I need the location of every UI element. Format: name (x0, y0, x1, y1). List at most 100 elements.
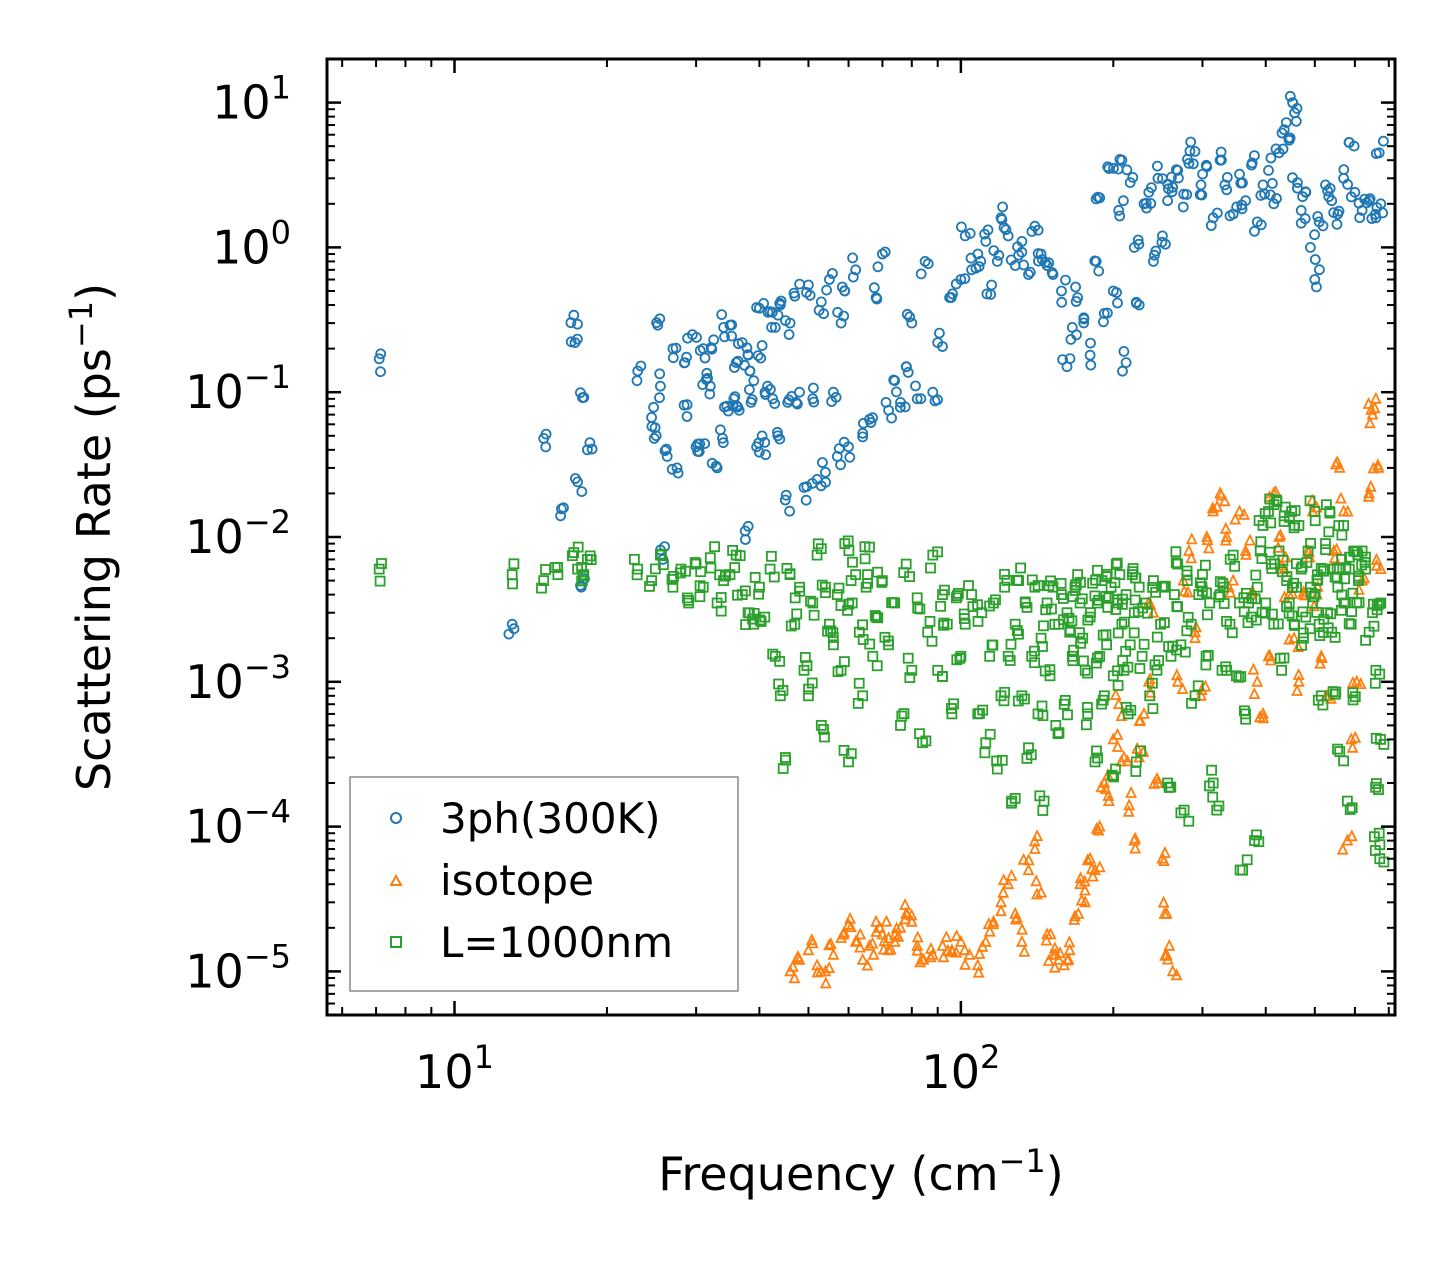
data-point-circle (1295, 204, 1307, 216)
data-point-square (681, 592, 693, 604)
data-point-circle (678, 357, 690, 369)
data-point-square (1134, 663, 1146, 674)
data-point-square (1213, 800, 1225, 812)
data-point-triangle (884, 942, 897, 955)
data-point-circle (741, 342, 753, 354)
data-point-triangle (1157, 895, 1170, 908)
data-point-square (1202, 609, 1213, 621)
data-point-triangle (914, 955, 927, 968)
data-point-square (1373, 784, 1384, 795)
x-tick-label: 102 (921, 1038, 1000, 1099)
data-point-square (732, 589, 743, 601)
data-point-circle (830, 391, 842, 403)
data-point-square (1032, 580, 1044, 591)
legend-entry-isotope: isotope (389, 856, 594, 905)
data-point-circle (937, 341, 948, 352)
data-point-circle (1085, 337, 1096, 349)
data-point-square (1101, 568, 1113, 580)
data-point-square (879, 631, 891, 643)
data-point-triangle (877, 942, 890, 955)
data-point-triangle (844, 920, 857, 933)
data-point-square (842, 605, 853, 616)
data-point-triangle (940, 930, 953, 943)
data-point-square (1055, 578, 1067, 589)
data-point-square (1336, 604, 1347, 616)
data-point-circle (1032, 224, 1044, 236)
data-point-square (1142, 607, 1153, 619)
data-point-triangle (1219, 533, 1232, 546)
data-point-square (1224, 553, 1236, 565)
data-point-circle (1211, 207, 1223, 219)
data-point-square (1338, 755, 1349, 767)
legend-entry-boundary: L=1000nm (390, 918, 673, 967)
data-point-square (1378, 856, 1390, 868)
data-point-square (1147, 703, 1159, 714)
data-point-triangle (905, 914, 918, 927)
data-point-circle (835, 459, 846, 471)
data-point-square (979, 747, 991, 759)
data-point-square (1156, 580, 1168, 592)
data-point-circle (700, 374, 712, 385)
data-point-circle (1039, 256, 1051, 268)
data-point-square (705, 562, 717, 574)
data-point-circle (654, 368, 666, 380)
data-point-square (1370, 732, 1382, 744)
data-point-circle (1265, 189, 1276, 201)
data-point-circle (739, 359, 750, 371)
data-point-square (729, 562, 741, 573)
data-point-circle (1078, 312, 1090, 324)
data-point-circle (1268, 198, 1280, 210)
data-point-square (1226, 627, 1238, 639)
data-point-circle (1369, 208, 1381, 220)
data-point-triangle (863, 938, 876, 951)
data-point-triangle (1334, 491, 1347, 504)
data-point-circle (746, 394, 758, 406)
data-point-square (987, 639, 999, 651)
data-point-triangle (1244, 533, 1256, 546)
data-point-circle (910, 380, 921, 392)
data-point-circle (839, 285, 850, 297)
data-point-circle (808, 382, 819, 394)
data-point-triangle (937, 950, 950, 963)
legend-label-3ph: 3ph(300K) (440, 794, 660, 843)
data-point-square (862, 578, 873, 589)
data-point-circle (572, 318, 583, 330)
data-point-circle (1287, 97, 1299, 109)
data-point-square (1249, 593, 1261, 605)
data-point-triangle (1163, 938, 1176, 951)
data-point-circle (1023, 269, 1034, 280)
data-point-square (1253, 515, 1265, 526)
data-point-triangle (892, 929, 905, 942)
data-point-circle (1290, 115, 1302, 127)
data-point-square (819, 731, 830, 743)
data-point-square (1369, 845, 1381, 856)
data-point-circle (964, 227, 976, 239)
data-point-square (1331, 571, 1343, 583)
data-point-triangle (837, 927, 850, 940)
data-point-triangle (1370, 558, 1383, 571)
data-point-circle (880, 396, 892, 408)
data-point-square (1011, 625, 1023, 636)
data-point-square (898, 708, 910, 719)
data-point-triangle (1346, 675, 1359, 688)
data-point-circle (1343, 136, 1355, 148)
data-point-triangle (1291, 683, 1304, 696)
data-point-triangle (1367, 461, 1380, 474)
data-point-circle (1043, 257, 1055, 269)
data-point-circle (1120, 357, 1132, 369)
data-point-circle (772, 309, 784, 321)
data-point-square (784, 568, 796, 580)
legend-marker-square (390, 936, 402, 948)
data-point-triangle (1288, 631, 1301, 644)
data-point-triangle (1010, 910, 1023, 923)
data-point-triangle (1190, 620, 1203, 633)
data-point-triangle (1102, 788, 1115, 801)
data-point-triangle (950, 929, 963, 941)
data-point-circle (1280, 117, 1292, 128)
data-point-circle (1102, 161, 1114, 173)
data-point-square (714, 569, 725, 581)
data-point-triangle (1084, 851, 1097, 864)
data-point-square (1158, 581, 1170, 593)
data-point-triangle (1061, 953, 1074, 966)
data-point-triangle (1238, 507, 1251, 520)
